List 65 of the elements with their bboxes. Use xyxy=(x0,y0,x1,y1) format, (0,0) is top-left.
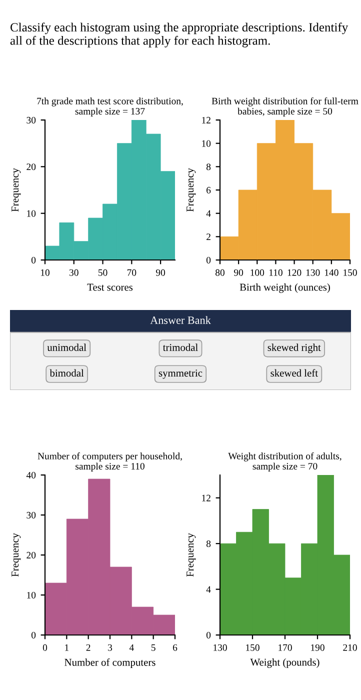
y-tick-label: 12 xyxy=(202,116,210,124)
text: skewed right xyxy=(268,344,321,354)
x-tick-label: 5 xyxy=(151,644,156,651)
x-tick-label: 130 xyxy=(306,269,320,276)
y-tick-label: 8 xyxy=(206,164,211,170)
text: Classify each histogram using the appropriate descriptions. Identify all of the descriptions that apply for each histogram. xyxy=(10,22,348,48)
x-tick-label: 90 xyxy=(156,269,166,276)
x-tick-label: 0 xyxy=(42,644,48,651)
x-tick-label: 30 xyxy=(69,269,78,276)
x-tick-label: 1 xyxy=(65,644,69,651)
y-tick-label: 4 xyxy=(206,586,211,593)
text: symmetric xyxy=(158,370,202,379)
x-tick-label: 170 xyxy=(278,644,292,651)
x-axis-title: Weight (pounds) xyxy=(250,658,320,668)
x-tick-label: 2 xyxy=(86,644,90,651)
y-tick-label: 30 xyxy=(26,116,36,124)
x-tick-label: 6 xyxy=(172,644,178,651)
text: Answer Bank xyxy=(150,316,211,324)
x-tick-label: 90 xyxy=(234,269,244,276)
x-tick-label: 150 xyxy=(344,269,357,276)
y-tick-label: 2 xyxy=(206,234,210,240)
x-axis-title: Number of computers xyxy=(64,658,156,668)
x-tick-label: 80 xyxy=(216,269,224,276)
y-axis-title: Frequency xyxy=(12,533,21,577)
y-tick-label: 12 xyxy=(202,494,210,502)
y-tick-label: 4 xyxy=(206,210,211,217)
y-tick-label: 6 xyxy=(206,186,211,194)
x-tick-label: 100 xyxy=(250,269,264,276)
x-tick-label: 190 xyxy=(311,644,324,651)
y-axis-title: Frequency xyxy=(12,168,21,212)
x-tick-label: 3 xyxy=(108,644,112,651)
chart-title: Number of computers per household, sample size = 110 xyxy=(38,452,182,472)
x-tick-label: 4 xyxy=(129,644,134,651)
y-tick-label: 10 xyxy=(27,592,36,598)
y-tick-label: 0 xyxy=(206,256,211,264)
chart-title: Weight distribution of adults, sample size = 70 xyxy=(228,452,342,472)
x-tick-label: 10 xyxy=(40,269,50,276)
y-tick-label: 10 xyxy=(27,210,36,217)
x-tick-label: 50 xyxy=(98,269,108,276)
text: skewed left xyxy=(270,369,318,377)
y-tick-label: 8 xyxy=(206,540,211,548)
chart-title: Birth weight distribution for full-term babies, sample size = 50 xyxy=(212,97,358,117)
x-axis-title: Birth weight (ounces) xyxy=(240,283,330,293)
text: bimodal xyxy=(50,369,84,377)
y-tick-label: 0 xyxy=(31,632,36,638)
x-tick-label: 130 xyxy=(214,644,227,651)
chart-title: 7th grade math test score distribution, sample size = 137 xyxy=(37,98,183,117)
x-tick-label: 140 xyxy=(324,269,338,276)
y-tick-label: 0 xyxy=(31,256,36,264)
y-tick-label: 0 xyxy=(206,632,211,638)
x-tick-label: 110 xyxy=(269,269,282,276)
x-tick-label: 150 xyxy=(246,644,260,651)
y-tick-label: 40 xyxy=(26,472,36,478)
y-axis-title: Frequency xyxy=(186,168,196,212)
text: unimodal xyxy=(47,344,86,352)
x-axis-title: Test scores xyxy=(87,284,133,291)
y-tick-label: 10 xyxy=(202,140,211,147)
y-tick-label: 20 xyxy=(26,164,36,170)
text: trimodal xyxy=(162,344,198,352)
x-tick-label: 70 xyxy=(127,269,136,276)
y-axis-title: Frequency xyxy=(186,533,196,577)
x-tick-label: 210 xyxy=(343,644,357,651)
y-tick-label: 30 xyxy=(26,512,36,518)
y-tick-label: 20 xyxy=(26,552,36,558)
x-tick-label: 120 xyxy=(288,269,302,276)
